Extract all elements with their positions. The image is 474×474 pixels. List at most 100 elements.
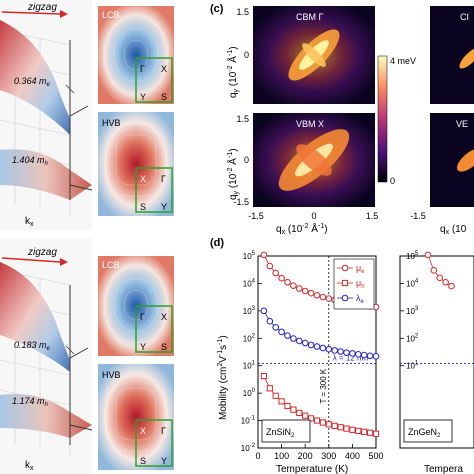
data-point bbox=[331, 347, 339, 354]
mass-h-bottom: 1.174 mh bbox=[12, 396, 49, 408]
data-point bbox=[290, 335, 297, 342]
c-ytick: 1.5 bbox=[236, 114, 249, 124]
data-point bbox=[308, 415, 315, 422]
bz-title-top-lcb: LCB bbox=[102, 10, 120, 20]
heatmap-right-top-title: CI bbox=[460, 12, 469, 22]
right-data-point bbox=[448, 282, 455, 290]
bz-label: S bbox=[140, 202, 146, 212]
y-tick-label: 105 bbox=[243, 251, 256, 261]
data-point bbox=[302, 412, 309, 419]
series-2 bbox=[260, 307, 380, 360]
data-point bbox=[343, 425, 350, 432]
data-point bbox=[301, 339, 309, 347]
bz-label: Y bbox=[140, 342, 146, 352]
right-data-point bbox=[436, 274, 444, 282]
kx-label-bottom: kx bbox=[25, 460, 34, 472]
legend-marker bbox=[341, 294, 349, 302]
bz-label: S bbox=[140, 456, 146, 466]
kx-label-top: kx bbox=[25, 216, 34, 228]
zigzag-arrowhead-top bbox=[60, 10, 68, 18]
bz-label: S bbox=[161, 92, 167, 102]
data-point bbox=[296, 285, 303, 292]
c-xtick: 0 bbox=[311, 211, 316, 221]
mass-e-top: 0.364 me bbox=[14, 76, 51, 88]
data-point bbox=[337, 424, 344, 431]
material-label: ZnSiN2 bbox=[266, 427, 295, 439]
data-point bbox=[307, 341, 315, 349]
y-tick-label: 101 bbox=[243, 361, 256, 371]
data-point bbox=[284, 402, 291, 410]
c-ytick: -1.5 bbox=[233, 197, 249, 207]
band-surface-top: zigzag 0.364 me 1.404 mh kx bbox=[0, 0, 93, 230]
mass-e-bottom: 0.183 me bbox=[14, 340, 51, 352]
bz-map-top-hvb: HVB X Γ S Y bbox=[98, 112, 174, 216]
data-point bbox=[360, 351, 368, 359]
heatmap-cbm: CBM Γ bbox=[253, 6, 375, 104]
right-data-point bbox=[424, 251, 432, 259]
data-point bbox=[307, 289, 315, 297]
right-y-tick-label: 103 bbox=[406, 306, 419, 316]
c-ylabel-top: qy (10-2 Å-1) bbox=[226, 46, 240, 98]
legend-marker bbox=[341, 264, 349, 272]
data-point bbox=[337, 348, 344, 355]
material-box: ZnSiN2 bbox=[261, 419, 311, 443]
data-point bbox=[284, 332, 291, 339]
data-point bbox=[372, 353, 380, 360]
data-point bbox=[278, 398, 285, 405]
data-point bbox=[366, 352, 374, 360]
data-point bbox=[266, 317, 274, 325]
data-point bbox=[349, 426, 356, 433]
series-1 bbox=[260, 372, 380, 437]
data-point bbox=[266, 385, 273, 392]
bz-label: Y bbox=[161, 202, 167, 212]
data-point bbox=[296, 409, 303, 417]
heatmap-right-bottom-title: VE bbox=[456, 119, 468, 129]
legend-label: μh bbox=[356, 278, 365, 290]
data-point bbox=[361, 428, 368, 435]
heatmap-right-bottom: VE bbox=[430, 113, 474, 207]
data-point bbox=[278, 328, 285, 336]
y-tick-label: 104 bbox=[243, 278, 256, 288]
bz-label: S bbox=[161, 342, 167, 352]
x-tick-label: 0 bbox=[255, 451, 260, 461]
data-point bbox=[301, 287, 309, 295]
c-xlabel: qx (10-2 Å-1) bbox=[276, 222, 328, 236]
legend-label: μe bbox=[356, 263, 365, 275]
bz-label: Y bbox=[140, 92, 146, 102]
bz-title-bottom-lcb: LCB bbox=[102, 260, 120, 270]
band-surface-bottom: zigzag 0.183 me 1.174 mh kx bbox=[0, 238, 93, 474]
x-tick-label: 200 bbox=[298, 451, 313, 461]
zigzag-label-bottom: zigzag bbox=[27, 247, 57, 258]
vline-label: T = 300 K bbox=[319, 368, 328, 403]
x-tick-label: 500 bbox=[368, 451, 383, 461]
data-point bbox=[260, 251, 268, 259]
bz-label: X bbox=[140, 426, 146, 436]
data-point bbox=[355, 427, 362, 435]
mass-h-top: 1.404 mh bbox=[12, 155, 49, 167]
bz-label: X bbox=[161, 312, 167, 322]
right-data-point bbox=[430, 267, 438, 274]
data-point bbox=[272, 269, 280, 277]
data-point bbox=[349, 350, 356, 357]
right-y-tick-label: 102 bbox=[406, 333, 419, 343]
bz-map-bottom-hvb: HVB X Γ S Y bbox=[98, 364, 174, 470]
data-point bbox=[372, 430, 380, 437]
c-xlabel-right: qx (10 bbox=[440, 224, 467, 236]
data-point bbox=[260, 372, 267, 380]
x-tick-label: 100 bbox=[274, 451, 289, 461]
data-point bbox=[313, 417, 321, 424]
bz-title-top-hvb: HVB bbox=[102, 118, 121, 128]
data-point bbox=[325, 421, 332, 428]
c-ytick: 0 bbox=[244, 50, 249, 60]
panel-d-label: (d) bbox=[210, 237, 224, 249]
legend-marker bbox=[341, 279, 349, 287]
material-label-right: ZnGeN2 bbox=[408, 427, 441, 439]
data-point bbox=[278, 274, 285, 282]
heatmap-vbm: VBM X bbox=[253, 113, 375, 207]
colorbar bbox=[377, 55, 388, 183]
right-y-tick-label: 105 bbox=[406, 251, 419, 261]
data-point bbox=[272, 324, 280, 331]
hline-label: λ = 12 nm bbox=[333, 354, 369, 363]
